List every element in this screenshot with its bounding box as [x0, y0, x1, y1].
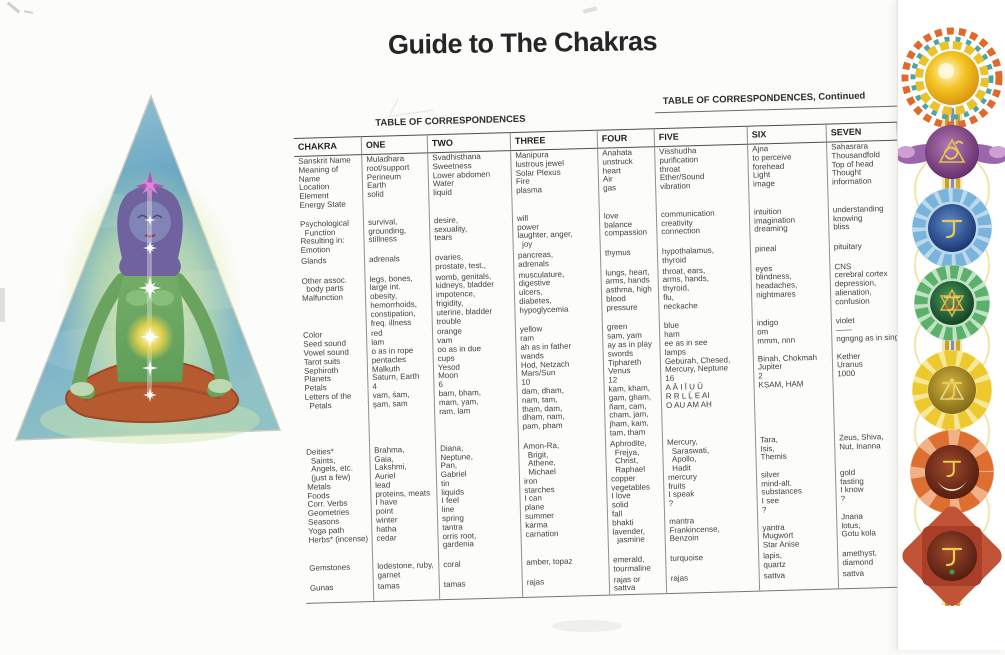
table-cell: ovaries, prostate, test., [429, 251, 514, 273]
table-cell: emerald, tourmaline [608, 554, 666, 576]
table-cell: understanding knowing bliss [827, 195, 901, 243]
table-cell: violet —— ngngng as in sing Kether Uranu… [830, 314, 906, 434]
row-label: Other assoc. body parts Malfunction [301, 275, 348, 303]
table-cell: turquoise [665, 551, 759, 574]
table-cell: Aphrodite, Frejya, Christ, Raphael coppe… [604, 437, 666, 556]
table-cell: Svadhisthana Sweetness Lower abdomen Wat… [427, 151, 512, 209]
table-cell: red lam o as in rope pentacles Malkuth S… [365, 327, 436, 446]
table-cell: Manipura lustrous jewel Solar Plexus Fir… [510, 148, 599, 206]
column-header-three: THREE [509, 129, 598, 152]
table-caption-continued: TABLE OF CORRESPONDENCES, Continued [662, 90, 866, 107]
third-eye-chakra-symbol [897, 125, 1005, 179]
row-label: Sanskrit Name Meaning of Name Location E… [298, 155, 351, 210]
table-cell: thymus [599, 247, 658, 269]
column-header-one: ONE [360, 134, 428, 156]
chakra-figure-artwork [14, 93, 282, 445]
table-cell: adrenals [363, 253, 431, 275]
table-cell: pancreas, adrenals [512, 248, 601, 271]
chakra-symbols-strip [897, 0, 1005, 650]
column-header-chakra: CHAKRA [293, 136, 362, 157]
caption-rule [655, 105, 898, 114]
table-cell: survival, grounding, stillness [362, 208, 430, 256]
table-cell: hypothalamus, thyroid [656, 244, 751, 267]
table-cell: yellow ram ah as in father wands Hod, Ne… [514, 323, 605, 442]
heart-chakra-symbol [914, 265, 990, 341]
table-cell: Tara, Isis, Themis silver mind-alt. subs… [754, 433, 838, 552]
column-header-five: FIVE [653, 125, 748, 148]
column-header-seven: SEVEN [825, 121, 898, 143]
scan-artifact [0, 288, 5, 322]
table-cell: Mercury, Saraswati, Apollo, Hadit mercur… [661, 435, 759, 555]
table-cell: sattva [758, 569, 839, 592]
crown-chakra-symbol [901, 27, 1003, 129]
table-cell: will power laughter, anger, joy [511, 203, 600, 252]
table-cell: green sam, yam ay as in play swords Tiph… [601, 321, 662, 440]
correspondence-table: TABLE OF CORRESPONDENCES TABLE OF CORRES… [293, 91, 911, 605]
table-cell: orange vam oo as in due cups Yesod Moon … [431, 325, 519, 444]
table-cell: legs, bones, large int. obesity, hemorrh… [364, 272, 432, 330]
column-header-four: FOUR [596, 128, 655, 149]
scan-artifact [6, 1, 21, 14]
row-label: Glands [300, 256, 327, 266]
table-cell: communication creativity connection [655, 199, 750, 248]
column-header-two: TWO [426, 132, 511, 154]
scan-artifact [582, 6, 598, 14]
table-cell: amber, topaz [521, 555, 609, 578]
table-cell: lungs, heart, arms, hands asthma, high b… [600, 266, 659, 324]
table-cell: Ajna to perceive forehead Light image [747, 142, 828, 200]
row-label: Gemstones [309, 562, 351, 573]
table-cell: desire, sexuality, tears [428, 205, 513, 254]
table-cell: rajas [665, 571, 760, 595]
table-cell: rajas or sattva [608, 573, 667, 596]
throat-chakra-symbol [912, 188, 992, 268]
table-cell: Sahasrara Thousandfold Top of head Thoug… [826, 140, 900, 198]
table-cell: tamas [438, 577, 523, 601]
row-label: Color Seed sound Vowel sound Tarot suits… [302, 330, 352, 411]
scan-artifact [23, 10, 34, 14]
table-cell: CNS cerebral cortex depression, alienati… [829, 260, 903, 317]
table-cell: love balance compassion [598, 202, 657, 249]
root-chakra-symbol [902, 506, 1002, 606]
table-cell: coral [438, 558, 522, 580]
row-label: Deities* Saints, Angels, etc. (just a fe… [306, 446, 369, 545]
table-cell: tamas [372, 579, 440, 603]
chakra-symbols-art [897, 27, 1005, 606]
meditating-figure [65, 170, 239, 424]
table-cell: rajas [521, 575, 610, 599]
table-cell: Anahata unstruck heart Air gas [597, 147, 656, 204]
row-label: Psychological Function Resulting in: Emo… [299, 218, 350, 256]
row-label: Gunas [305, 581, 374, 605]
table-cell: Muladhara root/support Perineum Earth so… [361, 153, 429, 210]
paper-tear-mark [388, 92, 443, 117]
table-cell: eyes blindness, headaches, nightmares [750, 262, 831, 320]
table-cell: Brahma, Gaia, Lakshmi, Auriel lead prote… [369, 443, 439, 563]
table-cell: womb, genitals, kidneys, bladder impoten… [430, 270, 515, 328]
table-cell: indigo om mmm, nnn Binah, Chokmah Jupite… [751, 316, 834, 436]
table-cell: Diana, Neptune, Pan, Gabriel tin liquids… [435, 441, 522, 561]
page-title: Guide to The Chakras [387, 26, 658, 60]
scan-artifact [552, 620, 622, 632]
table-cell: lodestone, ruby, garnet [372, 560, 439, 582]
table-cell: intuition imagination dreaming [748, 197, 829, 245]
table-cell: blue ham ee as in see lamps Geburah, Che… [658, 319, 755, 438]
sacral-chakra-symbol [910, 430, 994, 514]
column-header-six: SIX [746, 123, 827, 145]
table-cell: Visshudha purification throat Ether/Soun… [654, 144, 749, 203]
table-cell: musculature, digestive ulcers, diabetes,… [513, 268, 602, 326]
table-cell: Amon-Ra, Brigit, Athene, Michael iron st… [518, 439, 609, 559]
solar-plexus-chakra-symbol [912, 350, 992, 430]
table-cell: pituitary [828, 240, 902, 263]
table-cell: lapis, quartz [758, 549, 838, 572]
table-cell: pineal [749, 242, 830, 265]
table-cell: throat, ears, arms, hands, thyroid, flu,… [657, 264, 752, 322]
table-caption: TABLE OF CORRESPONDENCES [375, 113, 526, 129]
